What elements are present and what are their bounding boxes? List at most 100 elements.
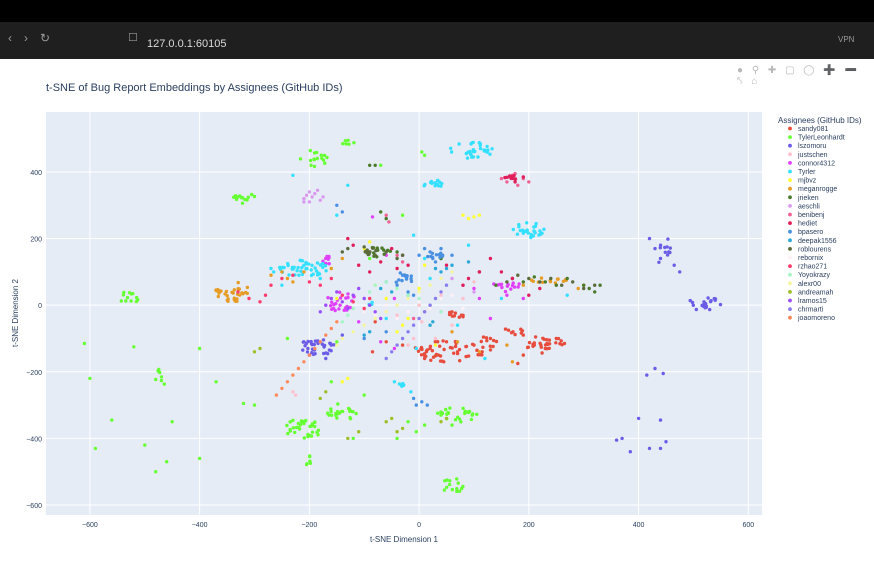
legend-item-label[interactable]: benibenj (798, 212, 825, 219)
data-point (526, 231, 530, 235)
legend-marker[interactable] (788, 195, 792, 200)
data-point (442, 347, 446, 352)
forward-icon[interactable]: › (24, 31, 28, 45)
legend-marker[interactable] (788, 221, 792, 226)
legend-item-label[interactable]: joaomoreno (797, 315, 835, 322)
legend-item-label[interactable]: justschen (797, 152, 828, 159)
data-point (280, 265, 284, 270)
legend-marker[interactable] (788, 238, 792, 243)
legend-marker[interactable] (788, 178, 792, 183)
data-point (531, 279, 535, 283)
legend-marker[interactable] (788, 143, 792, 148)
data-point (503, 327, 508, 331)
legend-marker[interactable] (788, 298, 792, 303)
legend-item-label[interactable]: TylerLeonhardt (798, 135, 845, 142)
bookmark-icon[interactable]: ☐ (128, 32, 138, 44)
legend-marker[interactable] (788, 152, 792, 157)
legend-item-label[interactable]: chrmarti (798, 307, 824, 314)
data-point (509, 287, 513, 291)
data-point (516, 361, 520, 366)
data-point (457, 347, 462, 352)
data-point (286, 261, 290, 266)
y-axis-ticks: −600 −400 −200 0 200 400 (26, 170, 42, 510)
data-point (329, 304, 333, 308)
legend-item-label[interactable]: mjbvz (798, 178, 817, 185)
data-point (291, 418, 295, 422)
data-point (332, 343, 336, 347)
legend-item-label[interactable]: Tyrler (798, 169, 816, 176)
data-point (338, 290, 342, 294)
browser-tab-strip[interactable] (0, 0, 874, 22)
back-icon[interactable]: ‹ (8, 31, 12, 45)
legend-item-label[interactable]: connor4312 (798, 160, 835, 167)
legend-marker[interactable] (788, 272, 792, 277)
data-point (304, 260, 308, 265)
data-point (321, 262, 325, 266)
data-point (313, 352, 317, 356)
data-point (540, 351, 544, 355)
legend-item-label[interactable]: jrieken (797, 195, 819, 202)
legend-item-label[interactable]: aeschli (798, 203, 820, 210)
legend-item-label[interactable]: hediet (798, 221, 817, 228)
legend-marker[interactable] (788, 247, 792, 251)
data-point (440, 181, 444, 186)
legend-marker[interactable] (788, 212, 792, 217)
data-point (533, 224, 538, 228)
legend-item-label[interactable]: deepak1556 (798, 238, 837, 245)
data-point (269, 273, 273, 277)
data-point (351, 330, 355, 334)
data-point (439, 290, 443, 294)
legend-marker[interactable] (788, 281, 792, 286)
data-point (488, 336, 493, 341)
data-point (452, 351, 456, 355)
data-point (406, 263, 410, 267)
legend-item-label[interactable]: roblourens (798, 246, 832, 253)
legend-item-label[interactable]: lszomoru (798, 143, 827, 150)
data-point (285, 336, 290, 341)
legend-item-label[interactable]: Yoyokrazy (798, 272, 831, 279)
legend-marker[interactable] (788, 315, 792, 320)
data-point (301, 348, 305, 352)
data-point (469, 417, 474, 422)
legend-marker[interactable] (788, 169, 792, 174)
data-point (488, 152, 492, 156)
data-point (384, 340, 388, 344)
plot-modebar[interactable]: ● ⚲ ✚ ▢ ◯ ➕ ➖ ⤣ ⌂ (737, 65, 860, 87)
legend-item-label[interactable]: bpasero (798, 229, 823, 236)
legend-marker[interactable] (788, 135, 792, 140)
legend-marker[interactable] (788, 204, 792, 208)
legend-item-label[interactable]: alexr00 (798, 281, 821, 288)
data-point (661, 371, 665, 376)
legend-marker[interactable] (788, 307, 792, 311)
data-point (488, 316, 493, 321)
legend-item-label[interactable]: sandy081 (798, 126, 828, 133)
data-point (293, 393, 298, 397)
legend-marker[interactable] (788, 126, 792, 131)
legend-marker[interactable] (788, 264, 792, 268)
legend-marker[interactable] (788, 255, 792, 260)
address-bar[interactable]: 127.0.0.1:60105 (147, 38, 227, 50)
legend[interactable]: Assignees (GitHub IDs) sandy081 TylerLeon… (778, 116, 862, 322)
data-point (538, 280, 542, 284)
series-mjbvz (335, 213, 482, 384)
data-point (395, 283, 399, 287)
legend-item-label[interactable]: rzhao271 (798, 264, 827, 271)
legend-marker[interactable] (788, 161, 792, 165)
data-point (252, 194, 257, 199)
reload-icon[interactable]: ↻ (40, 31, 51, 45)
vpn-label[interactable]: VPN (838, 35, 855, 44)
legend-marker[interactable] (788, 290, 792, 294)
data-point (457, 315, 461, 319)
data-point (533, 231, 537, 235)
legend-marker[interactable] (788, 229, 792, 234)
data-point (363, 250, 367, 254)
legend-item-label[interactable]: lramos15 (798, 298, 827, 305)
data-point (450, 270, 454, 274)
data-point (362, 296, 366, 301)
series-Tyrler (269, 140, 569, 394)
legend-item-label[interactable]: andreamah (798, 289, 834, 296)
legend-marker[interactable] (788, 186, 792, 191)
legend-item-label[interactable]: meganrogge (798, 186, 837, 193)
data-point (318, 310, 322, 314)
legend-item-label[interactable]: rebornix (798, 255, 824, 262)
